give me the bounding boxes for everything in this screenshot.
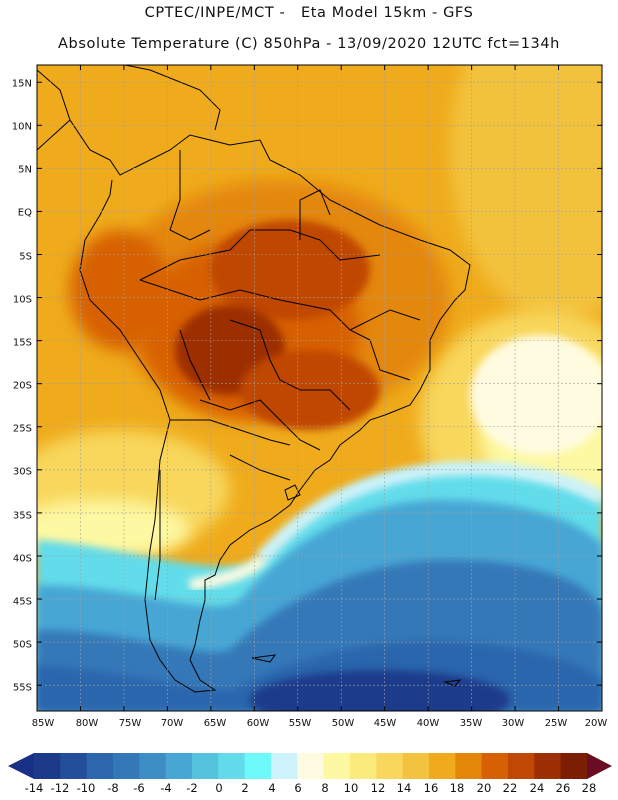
colorbar-box xyxy=(350,753,377,779)
colorbar-box xyxy=(244,753,272,779)
colorbar-box xyxy=(429,753,456,779)
map-title-line2: Absolute Temperature (C) 850hPa - 13/09/… xyxy=(58,36,560,52)
colorbar-box xyxy=(297,753,325,779)
lon-label: 35W xyxy=(460,718,483,729)
colorbar-box xyxy=(508,753,535,779)
lon-label: 25W xyxy=(545,718,568,729)
colorbar-box xyxy=(376,753,404,779)
colorbar-label: -10 xyxy=(76,781,96,795)
lat-label: 35S xyxy=(13,511,32,522)
colorbar-label: 26 xyxy=(555,781,571,795)
lon-label: 70W xyxy=(161,718,184,729)
colorbar-box xyxy=(455,753,483,779)
colorbar-label: 24 xyxy=(529,781,545,795)
colorbar-label: 4 xyxy=(268,781,276,795)
lat-label: 20S xyxy=(13,381,32,392)
lon-label: 65W xyxy=(204,718,227,729)
lon-label: 30W xyxy=(502,718,525,729)
colorbar-label: 18 xyxy=(449,781,465,795)
lat-label: EQ xyxy=(18,208,32,219)
colorbar-label: 8 xyxy=(321,781,329,795)
lon-label: 20W xyxy=(585,718,608,729)
temperature-field xyxy=(37,65,602,711)
lat-label: 45S xyxy=(13,597,32,608)
colorbar-box xyxy=(481,753,509,779)
lat-label: 25S xyxy=(13,424,32,435)
colorbar-high-end xyxy=(587,753,612,779)
colorbar-box xyxy=(165,753,193,779)
colorbar xyxy=(8,753,612,779)
lat-label: 30S xyxy=(13,467,32,478)
colorbar-label: -8 xyxy=(107,781,119,795)
colorbar-label: 2 xyxy=(241,781,249,795)
lat-label: 5S xyxy=(19,252,32,263)
axis-ticks xyxy=(36,65,603,711)
colorbar-box xyxy=(113,753,140,779)
lon-labels: 85W 80W 75W 70W 65W 60W 55W 50W 45W 40W … xyxy=(32,718,608,729)
lon-label: 45W xyxy=(374,718,397,729)
lon-label: 55W xyxy=(289,718,312,729)
map-title-line1: CPTEC/INPE/MCT - Eta Model 15km - GFS xyxy=(144,5,474,21)
colorbar-label: 6 xyxy=(294,781,302,795)
colorbar-box xyxy=(34,753,61,779)
lon-label: 85W xyxy=(32,718,55,729)
lat-label: 10N xyxy=(12,122,32,133)
lon-label: 60W xyxy=(247,718,270,729)
lat-label: 40S xyxy=(13,554,32,565)
colorbar-box xyxy=(60,753,88,779)
colorbar-box xyxy=(139,753,167,779)
colorbar-label: 20 xyxy=(476,781,492,795)
lon-label: 80W xyxy=(76,718,99,729)
lat-label: 50S xyxy=(13,640,32,651)
colorbar-box xyxy=(402,753,430,779)
lat-label: 15N xyxy=(12,79,32,90)
colorbar-boxes xyxy=(34,753,588,779)
colorbar-label: -6 xyxy=(133,781,145,795)
lat-label: 55S xyxy=(13,683,32,694)
colorbar-label: 14 xyxy=(396,781,412,795)
colorbar-label: 28 xyxy=(581,781,597,795)
colorbar-label: 10 xyxy=(343,781,359,795)
colorbar-low-end xyxy=(8,753,34,779)
colorbar-label: 22 xyxy=(502,781,518,795)
colorbar-label: -2 xyxy=(186,781,198,795)
colorbar-label: -4 xyxy=(160,781,172,795)
colorbar-box xyxy=(192,753,219,779)
plot-frame xyxy=(36,64,603,712)
colorbar-box xyxy=(218,753,246,779)
lon-label: 40W xyxy=(417,718,440,729)
lat-label: 10S xyxy=(13,295,32,306)
colorbar-label: 0 xyxy=(215,781,223,795)
lon-label: 75W xyxy=(119,718,142,729)
colorbar-box xyxy=(323,753,351,779)
colorbar-label: 12 xyxy=(370,781,386,795)
lat-label: 15S xyxy=(13,338,32,349)
colorbar-box xyxy=(86,753,114,779)
colorbar-box xyxy=(271,753,298,779)
colorbar-label: -12 xyxy=(50,781,70,795)
lon-label: 50W xyxy=(332,718,355,729)
colorbar-box xyxy=(560,753,588,779)
colorbar-label: 16 xyxy=(423,781,439,795)
colorbar-label: -14 xyxy=(24,781,44,795)
lat-label: 5N xyxy=(18,165,32,176)
lat-labels: 15N 10N 5N EQ 5S 10S 15S 20S 25S 30S 35S… xyxy=(12,79,32,694)
colorbar-box xyxy=(534,753,562,779)
